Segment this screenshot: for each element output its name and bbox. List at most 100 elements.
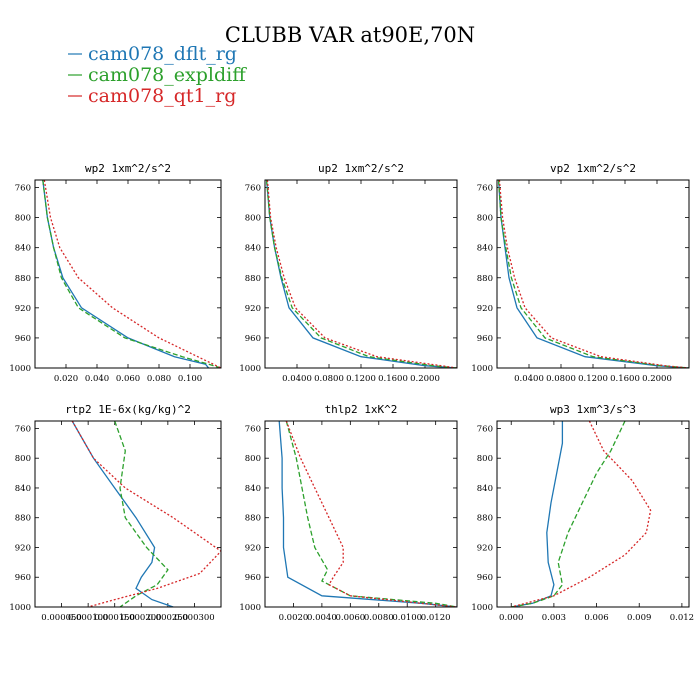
y-tick-label: 760 — [245, 184, 261, 194]
plot-frame — [34, 179, 222, 369]
chart-panel-3: vp2 1xm^2/s^2 760 800 840 880 920 960 1000 0.040… — [471, 162, 690, 384]
y-tick-label: 880 — [477, 514, 493, 524]
series-line-cam078_expldiff — [511, 421, 626, 607]
series-line-cam078_expldiff — [265, 180, 457, 368]
y-tick-label: 920 — [245, 304, 261, 314]
x-tick-label: 0.040 — [85, 374, 109, 384]
chart-panel-4: rtp2 1E-6x(kg/kg)^2 760 800 840 880 920 960 100… — [9, 403, 222, 623]
y-tick-label: 800 — [245, 214, 261, 224]
x-tick-label: 0.000100 — [68, 613, 109, 623]
series-line-cam078_qt1_rg — [285, 421, 457, 607]
y-tick-label: 1000 — [239, 603, 261, 613]
y-tick-label: 960 — [477, 334, 493, 344]
y-tick-label: 880 — [477, 274, 493, 284]
panel-title: up2 1xm^2/s^2 — [318, 162, 404, 175]
legend-item-qt1: cam078_qt1_rg — [68, 85, 236, 107]
y-tick-label: 760 — [15, 424, 31, 434]
series-line-cam078_dflt_rg — [511, 421, 564, 607]
panel-title: wp2 1xm^2/s^2 — [85, 162, 171, 175]
plot-frame — [264, 420, 458, 608]
series-line-cam078_dflt_rg — [278, 421, 457, 607]
x-tick-label: 0.0400 — [282, 374, 312, 384]
panel-title: thlp2 1xK^2 — [325, 403, 398, 416]
figure-title: CLUBB VAR at90E,70N — [225, 23, 475, 47]
y-tick-label: 760 — [477, 184, 493, 194]
x-tick-label: 0.009 — [627, 613, 651, 623]
y-tick-label: 840 — [245, 484, 261, 494]
panel-title: rtp2 1E-6x(kg/kg)^2 — [65, 403, 191, 416]
plot-frame — [264, 179, 458, 369]
x-tick-label: 0.1200 — [578, 374, 608, 384]
series-line-cam078_dflt_rg — [497, 180, 689, 368]
y-tick-label: 840 — [245, 244, 261, 254]
y-tick-label: 960 — [15, 334, 31, 344]
x-tick-label: 0.2000 — [410, 374, 440, 384]
x-tick-label: 0.003 — [542, 613, 566, 623]
series-line-cam078_expldiff — [114, 421, 169, 607]
x-tick-label: 0.020 — [54, 374, 78, 384]
x-tick-label: 0.0400 — [514, 374, 544, 384]
y-tick-label: 920 — [477, 543, 493, 553]
series-line-cam078_expldiff — [497, 180, 689, 368]
plot-frame — [34, 420, 222, 608]
series-line-cam078_expldiff — [42, 180, 221, 368]
x-tick-label: 0.0020 — [279, 613, 309, 623]
x-tick-label: 0.0120 — [421, 613, 451, 623]
y-tick-label: 760 — [245, 424, 261, 434]
y-tick-label: 1000 — [9, 603, 31, 613]
series-line-cam078_dflt_rg — [265, 180, 457, 368]
x-tick-label: 0.012 — [670, 613, 694, 623]
panel-title: vp2 1xm^2/s^2 — [550, 162, 636, 175]
x-tick-label: 0.0100 — [392, 613, 422, 623]
y-tick-label: 880 — [15, 514, 31, 524]
plot-frame — [496, 420, 690, 608]
x-tick-label: 0.000300 — [174, 613, 215, 623]
series-line-cam078_qt1_rg — [511, 421, 652, 607]
y-tick-label: 840 — [477, 244, 493, 254]
panel-title: wp3 1xm^3/s^3 — [550, 403, 636, 416]
x-tick-label: 0.000 — [499, 613, 523, 623]
series-line-cam078_dflt_rg — [42, 180, 210, 368]
x-tick-label: 0.000150 — [94, 613, 135, 623]
legend-label-qt1: cam078_qt1_rg — [88, 85, 236, 107]
x-tick-label: 0.006 — [584, 613, 608, 623]
y-tick-label: 960 — [477, 573, 493, 583]
y-tick-label: 840 — [15, 484, 31, 494]
y-tick-label: 880 — [245, 274, 261, 284]
chart-panel-1: wp2 1xm^2/s^2 760 800 840 880 920 960 1000 0.020… — [9, 162, 222, 384]
y-tick-label: 920 — [477, 304, 493, 314]
legend: cam078_dflt_rg cam078_expldiff cam078_qt… — [68, 43, 247, 107]
y-tick-label: 760 — [15, 184, 31, 194]
legend-item-dflt: cam078_dflt_rg — [68, 43, 237, 65]
x-tick-label: 0.100 — [178, 374, 202, 384]
y-tick-label: 800 — [477, 214, 493, 224]
series-line-cam078_dflt_rg — [71, 421, 174, 607]
x-tick-label: 0.0080 — [364, 613, 394, 623]
y-tick-label: 760 — [477, 424, 493, 434]
y-tick-label: 920 — [15, 304, 31, 314]
series-line-cam078_qt1_rg — [498, 180, 689, 368]
series-line-cam078_expldiff — [285, 421, 457, 607]
y-tick-label: 1000 — [9, 364, 31, 374]
x-tick-label: 0.0800 — [314, 374, 344, 384]
x-tick-label: 0.060 — [116, 374, 140, 384]
series-line-cam078_qt1_rg — [43, 180, 221, 368]
y-tick-label: 800 — [15, 454, 31, 464]
chart-panel-5: thlp2 1xK^276080084088092096010000.00200… — [239, 403, 458, 623]
legend-item-expldiff: cam078_expldiff — [68, 64, 247, 86]
y-tick-label: 880 — [15, 274, 31, 284]
panels-grid: wp2 1xm^2/s^2 760 800 840 880 920 960 1000 0.020… — [9, 162, 694, 623]
y-tick-label: 880 — [245, 514, 261, 524]
y-tick-label: 840 — [15, 244, 31, 254]
y-tick-label: 800 — [15, 214, 31, 224]
x-tick-label: 0.0040 — [307, 613, 337, 623]
y-tick-label: 920 — [245, 543, 261, 553]
legend-label-dflt: cam078_dflt_rg — [88, 43, 237, 65]
y-tick-label: 960 — [245, 573, 261, 583]
y-tick-label: 960 — [245, 334, 261, 344]
plot-frame — [496, 179, 690, 369]
y-tick-label: 840 — [477, 484, 493, 494]
x-tick-label: 0.080 — [147, 374, 171, 384]
y-tick-label: 800 — [477, 454, 493, 464]
